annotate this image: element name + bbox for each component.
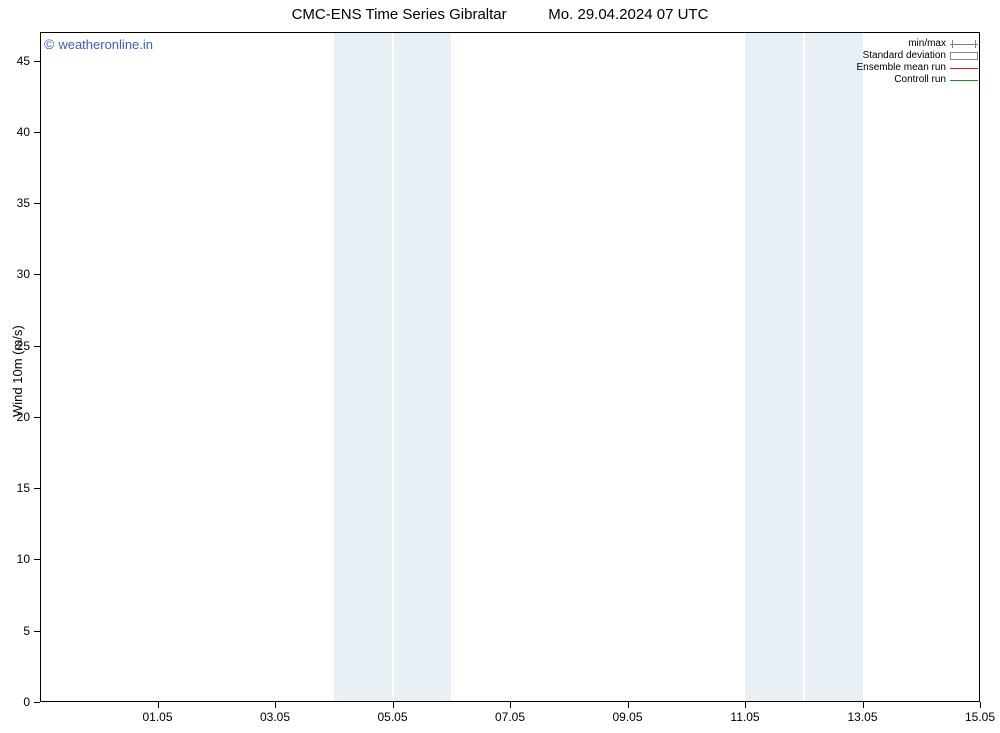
x-tick-label: 01.05 (142, 710, 172, 724)
x-tick (863, 702, 864, 708)
y-tick (34, 61, 40, 62)
x-tick-label: 09.05 (612, 710, 642, 724)
legend-item: Controll run (857, 74, 979, 86)
y-tick-label: 45 (0, 54, 30, 68)
y-tick-label: 15 (0, 481, 30, 495)
legend-swatch (950, 63, 978, 73)
x-tick (980, 702, 981, 708)
x-tick (158, 702, 159, 708)
weekend-band (804, 32, 863, 702)
legend-swatch (950, 39, 978, 49)
y-tick (34, 631, 40, 632)
watermark-text: weatheronline.in (58, 37, 153, 52)
y-tick (34, 702, 40, 703)
y-tick-label: 25 (0, 339, 30, 353)
x-tick-label: 07.05 (495, 710, 525, 724)
x-tick (510, 702, 511, 708)
legend-label: Controll run (894, 74, 950, 86)
plot-border (979, 32, 980, 702)
y-tick (34, 132, 40, 133)
legend-label: Ensemble mean run (857, 62, 951, 74)
legend-swatch (950, 51, 978, 61)
weekend-band (393, 32, 452, 702)
legend-label: Standard deviation (863, 50, 950, 62)
x-tick-label: 03.05 (260, 710, 290, 724)
x-tick (628, 702, 629, 708)
chart-container: CMC-ENS Time Series Gibraltar Mo. 29.04.… (0, 0, 1000, 733)
y-tick-label: 20 (0, 410, 30, 424)
y-tick (34, 417, 40, 418)
plot-area (40, 32, 980, 702)
copyright-icon: © (44, 36, 54, 52)
weekend-band (745, 32, 804, 702)
x-tick-label: 05.05 (377, 710, 407, 724)
legend-swatch (950, 75, 978, 85)
legend-item: min/max (857, 38, 979, 50)
plot-border (40, 32, 41, 702)
band-separator (803, 32, 805, 702)
y-tick (34, 559, 40, 560)
legend-label: min/max (908, 38, 950, 50)
legend-item: Standard deviation (857, 50, 979, 62)
watermark: © weatheronline.in (44, 36, 153, 52)
y-tick-label: 30 (0, 267, 30, 281)
y-tick-label: 5 (0, 624, 30, 638)
x-tick-label: 13.05 (847, 710, 877, 724)
y-tick (34, 488, 40, 489)
chart-title: CMC-ENS Time Series Gibraltar Mo. 29.04.… (0, 6, 1000, 23)
y-tick-label: 40 (0, 125, 30, 139)
weekend-band (334, 32, 393, 702)
x-tick (275, 702, 276, 708)
y-tick (34, 274, 40, 275)
x-tick (393, 702, 394, 708)
y-tick-label: 35 (0, 196, 30, 210)
y-tick-label: 0 (0, 695, 30, 709)
x-tick-label: 15.05 (965, 710, 995, 724)
band-separator (392, 32, 394, 702)
x-tick-label: 11.05 (730, 710, 759, 724)
y-tick (34, 346, 40, 347)
plot-border (40, 32, 980, 33)
legend-item: Ensemble mean run (857, 62, 979, 74)
x-tick (745, 702, 746, 708)
y-tick-label: 10 (0, 552, 30, 566)
legend: min/maxStandard deviationEnsemble mean r… (857, 38, 979, 86)
y-tick (34, 203, 40, 204)
